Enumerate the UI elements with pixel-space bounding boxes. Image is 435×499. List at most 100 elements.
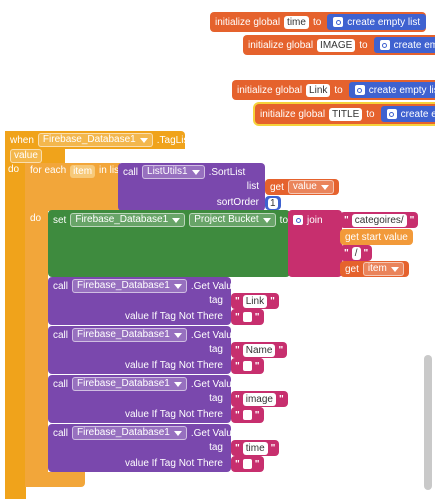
empty-text-field bbox=[242, 312, 252, 322]
label: create empty list bbox=[347, 16, 421, 28]
create-empty-list: create empty list bbox=[373, 37, 435, 53]
dropdown[interactable]: Project Bucket bbox=[189, 213, 276, 227]
label: value If Tag Not There bbox=[124, 360, 223, 371]
label: value If Tag Not There bbox=[124, 409, 223, 420]
mutator-icon bbox=[379, 40, 390, 50]
foreach-header: for each item in list bbox=[25, 163, 122, 211]
parameter: value bbox=[10, 148, 42, 163]
dropdown[interactable]: Firebase_Database1 bbox=[72, 328, 187, 342]
quote: " bbox=[279, 393, 284, 405]
text-field: categoires/ bbox=[351, 213, 407, 227]
getvalue-block: call Firebase_Database1 .Get Value tag value… bbox=[48, 326, 237, 374]
dropdown-text: Firebase_Database1 bbox=[77, 329, 170, 340]
label: join bbox=[307, 214, 323, 226]
mutator-icon bbox=[354, 85, 365, 95]
label: to bbox=[312, 16, 322, 28]
dropdown-text: item bbox=[367, 263, 387, 274]
loop-variable: item bbox=[70, 165, 96, 178]
label: do bbox=[30, 213, 42, 224]
empty-text-field bbox=[242, 361, 252, 371]
label: .Get Value bbox=[190, 378, 238, 390]
dropdown-text: Firebase_Database1 bbox=[77, 280, 170, 291]
label: get bbox=[270, 181, 284, 193]
global-declaration: initialize global Link to create empty list bbox=[232, 80, 435, 100]
number-block: 1 bbox=[265, 196, 281, 210]
label: tag bbox=[209, 393, 223, 404]
label: tag bbox=[209, 295, 223, 306]
label: initialize global bbox=[237, 84, 303, 96]
label: .Get Value bbox=[190, 427, 238, 439]
dropdown[interactable]: Firebase_Database1 bbox=[72, 426, 187, 440]
dropdown-text: value bbox=[292, 181, 317, 192]
dropdown-text: Project Bucket bbox=[194, 214, 259, 225]
quote: " bbox=[235, 409, 240, 421]
quote: " bbox=[344, 247, 349, 259]
label: .Get Value bbox=[190, 280, 238, 292]
label: for each bbox=[30, 165, 67, 176]
dropdown[interactable]: Firebase_Database1 bbox=[70, 213, 186, 227]
dropdown-arrow bbox=[173, 332, 182, 338]
dropdown[interactable]: Firebase_Database1 bbox=[72, 279, 187, 293]
dropdown[interactable]: Firebase_Database1 bbox=[37, 133, 153, 147]
label: list bbox=[246, 181, 259, 192]
label: value If Tag Not There bbox=[124, 458, 223, 469]
label: create empty list bbox=[400, 108, 435, 120]
label: initialize global bbox=[215, 16, 281, 28]
quote: " bbox=[235, 360, 240, 372]
text-block: " image " bbox=[231, 391, 288, 407]
label: do bbox=[8, 164, 20, 175]
quote: " bbox=[409, 214, 415, 226]
text-field: IMAGE bbox=[317, 38, 356, 52]
getvalue-header: call Firebase_Database1 .Get Value bbox=[48, 278, 242, 294]
label: call bbox=[53, 280, 69, 292]
getvalue-header: call Firebase_Database1 .Get Value bbox=[48, 327, 242, 343]
foreach-spine bbox=[25, 163, 48, 487]
dropdown[interactable]: ListUtils1 bbox=[142, 165, 205, 179]
dropdown[interactable]: Firebase_Database1 bbox=[72, 377, 187, 391]
create-empty-list: create empty list bbox=[348, 82, 435, 98]
quote: " bbox=[270, 295, 275, 307]
label: when bbox=[10, 134, 34, 146]
label: initialize global bbox=[248, 39, 314, 51]
label: to bbox=[359, 39, 368, 51]
join-header: join bbox=[288, 212, 328, 228]
dropdown-text: Firebase_Database1 bbox=[42, 134, 136, 145]
getvalue-block: call Firebase_Database1 .Get Value tag value… bbox=[48, 277, 237, 325]
mutator-icon bbox=[386, 109, 397, 119]
get-block: get start value bbox=[340, 229, 413, 245]
getvalue-block: call Firebase_Database1 .Get Value tag value… bbox=[48, 424, 237, 472]
dropdown-arrow bbox=[172, 217, 181, 223]
empty-text-field bbox=[242, 410, 252, 420]
foreach-bottom bbox=[25, 472, 85, 487]
set-block: set Firebase_Database1 Project Bucket to bbox=[48, 210, 290, 277]
quote: " bbox=[254, 458, 260, 470]
text-block: " categoires/" bbox=[340, 212, 419, 228]
label: .Get Value bbox=[190, 329, 238, 341]
text-field: Name bbox=[242, 343, 276, 357]
label: .SortList bbox=[208, 166, 246, 178]
label: call bbox=[53, 378, 69, 390]
dropdown[interactable]: value bbox=[287, 180, 334, 194]
dropdown-text: Firebase_Database1 bbox=[77, 378, 170, 389]
dropdown-text: Firebase_Database1 bbox=[75, 214, 169, 225]
event-spine bbox=[5, 131, 26, 499]
dropdown[interactable]: item bbox=[362, 262, 404, 276]
quote: " bbox=[278, 344, 284, 356]
quote: " bbox=[235, 311, 240, 323]
quote: " bbox=[235, 442, 240, 454]
scrollbar[interactable] bbox=[424, 355, 432, 490]
label: tag bbox=[209, 442, 223, 453]
text-field: Link bbox=[306, 83, 331, 97]
label: call bbox=[123, 166, 139, 178]
text-field: time bbox=[284, 15, 309, 29]
dropdown-arrow bbox=[320, 184, 329, 190]
quote: " bbox=[235, 393, 240, 405]
text-block: " time " bbox=[231, 440, 280, 456]
label: create empty list bbox=[368, 84, 435, 96]
label: to bbox=[334, 84, 343, 96]
quote: " bbox=[254, 360, 260, 372]
sortlist-header: call ListUtils1 .SortList bbox=[118, 164, 250, 180]
